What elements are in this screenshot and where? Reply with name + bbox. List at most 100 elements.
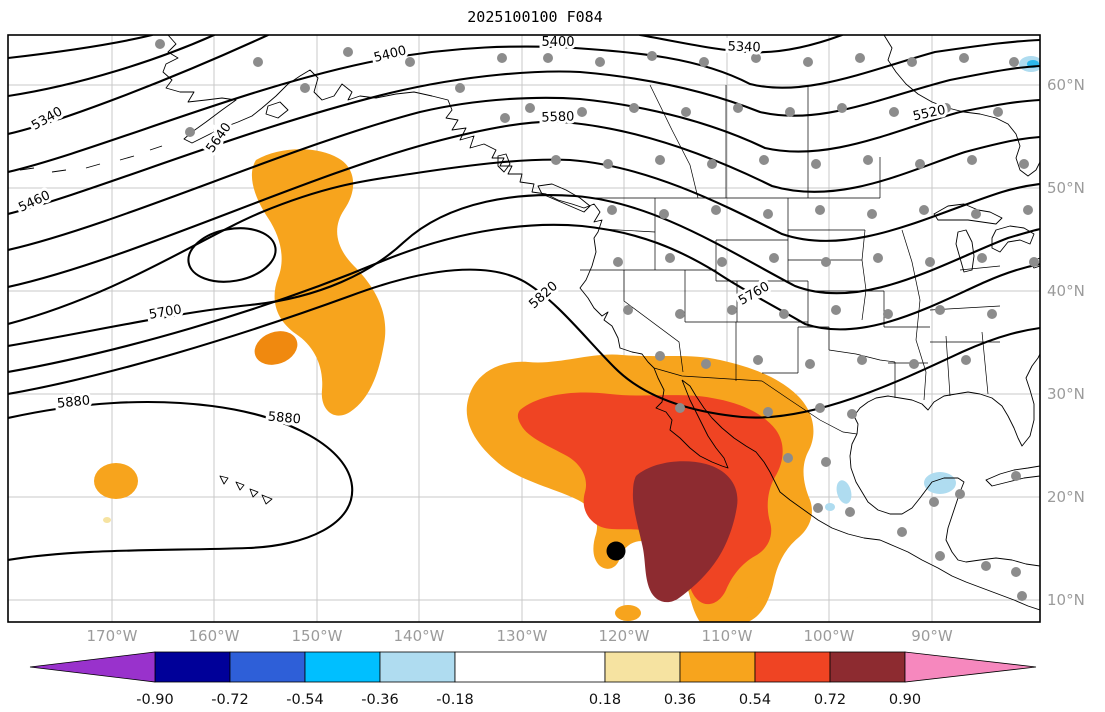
station-dot xyxy=(727,305,737,315)
shaded-anomaly-regions xyxy=(94,56,1040,622)
contour-label: 5760 xyxy=(736,279,772,309)
station-dot xyxy=(763,407,773,417)
station-dot xyxy=(925,257,935,267)
station-dot xyxy=(751,53,761,63)
station-dot xyxy=(543,53,553,63)
station-dot xyxy=(977,253,987,263)
lon-tick-label: 90°W xyxy=(911,627,953,645)
anomaly-region-lightblue-1 xyxy=(836,480,852,504)
contour-label: 5580 xyxy=(541,109,575,125)
station-dot xyxy=(867,209,877,219)
station-dot xyxy=(855,53,865,63)
contour-label: 5400 xyxy=(372,43,408,66)
station-dot xyxy=(769,253,779,263)
station-dot xyxy=(1011,471,1021,481)
anomaly-region-small-south-1 xyxy=(615,605,641,621)
station-dot xyxy=(1009,57,1019,67)
station-dot xyxy=(711,205,721,215)
station-dot xyxy=(603,159,613,169)
contour-label: 5400 xyxy=(541,35,574,50)
station-dot xyxy=(831,305,841,315)
station-dot xyxy=(909,359,919,369)
coastline-hudson-lakes xyxy=(883,35,1040,273)
anomaly-region-deep-orange-patch xyxy=(254,331,298,365)
contour-line-5400 xyxy=(8,38,1040,174)
contour-line-5700 xyxy=(8,194,1040,348)
station-dot xyxy=(971,209,981,219)
station-dot xyxy=(907,57,917,67)
station-dot xyxy=(595,57,605,67)
colorbar-tick-label: -0.54 xyxy=(286,692,324,708)
station-dot xyxy=(919,205,929,215)
colorbar-tick-label: -0.18 xyxy=(436,692,474,708)
lat-tick-label: 20°N xyxy=(1047,488,1085,506)
station-dot xyxy=(759,155,769,165)
station-dot xyxy=(847,409,857,419)
station-dot xyxy=(753,355,763,365)
station-dot xyxy=(935,551,945,561)
colorbar-under-arrow xyxy=(29,651,156,683)
station-dot xyxy=(577,107,587,117)
lat-tick-label: 40°N xyxy=(1047,282,1085,300)
contour-label: 5700 xyxy=(148,302,183,323)
lat-axis-labels: 60°N 50°N 40°N 30°N 20°N 10°N xyxy=(1047,76,1085,609)
station-dot xyxy=(665,253,675,263)
station-dot xyxy=(717,257,727,267)
station-dot xyxy=(185,127,195,137)
lon-tick-label: 100°W xyxy=(804,627,855,645)
station-dot xyxy=(655,155,665,165)
colorbar-segment xyxy=(304,651,381,683)
station-dot xyxy=(733,103,743,113)
lon-tick-label: 160°W xyxy=(189,627,240,645)
station-dot xyxy=(607,205,617,215)
colorbar-tick-label: 0.54 xyxy=(739,692,771,708)
colorbar-tick-label: -0.90 xyxy=(136,692,174,708)
contour-closed-low-5700 xyxy=(187,227,277,283)
station-dot xyxy=(815,205,825,215)
station-dot xyxy=(803,57,813,67)
colorbar-tick-label: 0.18 xyxy=(589,692,621,708)
lat-tick-label: 50°N xyxy=(1047,179,1085,197)
station-dot xyxy=(863,155,873,165)
contour-line-5520 xyxy=(8,96,1040,252)
station-dot xyxy=(993,107,1003,117)
station-dot xyxy=(961,355,971,365)
station-dot xyxy=(525,103,535,113)
station-dot xyxy=(551,155,561,165)
contour-label: 5640 xyxy=(203,120,234,156)
lat-tick-label: 30°N xyxy=(1047,385,1085,403)
contour-line-5460 xyxy=(8,64,1040,216)
lon-tick-label: 110°W xyxy=(702,627,753,645)
station-dot xyxy=(889,107,899,117)
contour-line-5880 xyxy=(8,400,354,562)
station-dot xyxy=(300,83,310,93)
station-dot xyxy=(699,57,709,67)
colorbar-tick-label: 0.90 xyxy=(889,692,921,708)
station-dot xyxy=(845,507,855,517)
lon-axis-labels: 170°W 160°W 150°W 140°W 130°W 120°W 110°W 100°W… xyxy=(87,627,953,645)
contour-line xyxy=(8,35,216,98)
station-dot xyxy=(813,503,823,513)
map-frame xyxy=(7,34,1041,623)
contour-line-5580 xyxy=(8,120,1040,289)
colorbar-tick-label: 0.72 xyxy=(814,692,846,708)
station-dot xyxy=(783,453,793,463)
station-dot xyxy=(955,489,965,499)
station-dot xyxy=(681,107,691,117)
colorbar-segment xyxy=(604,651,681,683)
station-dot xyxy=(763,209,773,219)
station-dot xyxy=(675,403,685,413)
coastline-pacific xyxy=(162,35,1040,611)
station-dot xyxy=(497,53,507,63)
map-plot-area: 5340 5460 5400 5400 5340 5520 5580 5640 5700 5760… xyxy=(8,35,1040,622)
station-dot xyxy=(623,305,633,315)
station-dot xyxy=(883,309,893,319)
station-dot xyxy=(837,103,847,113)
contour-line-5760 xyxy=(8,223,1040,374)
station-dot xyxy=(821,257,831,267)
contour-label: 5520 xyxy=(912,103,947,125)
colorbar-over-arrow xyxy=(904,651,1037,683)
station-dot xyxy=(897,527,907,537)
colorbar-segment xyxy=(154,651,231,683)
